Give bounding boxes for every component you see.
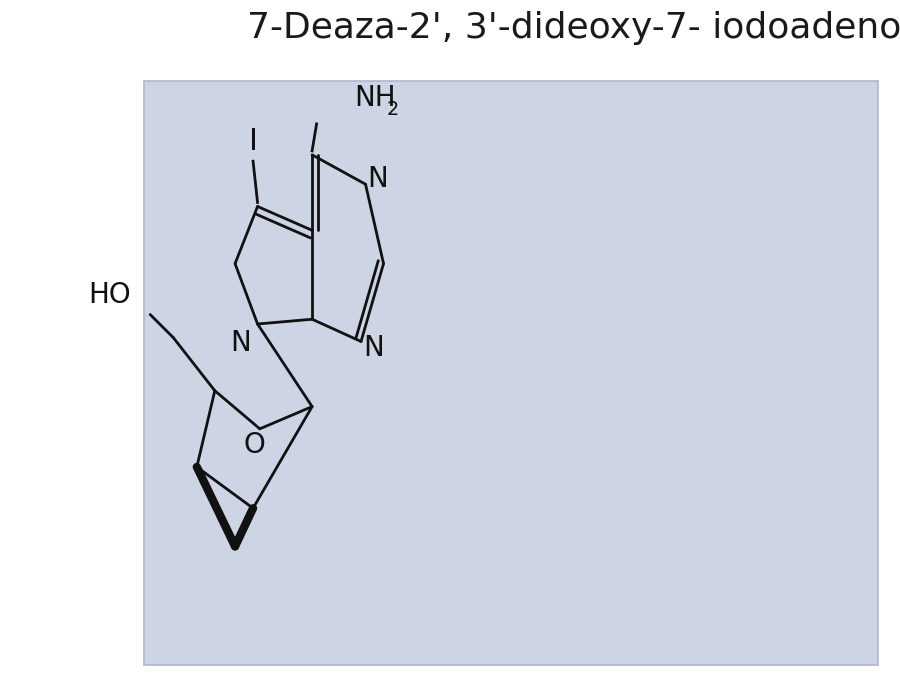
Text: N: N [364,334,384,362]
Text: NH: NH [355,84,396,113]
Text: 2: 2 [387,100,400,119]
Text: 7-Deaza-2', 3'-dideoxy-7- iodoadenosine: 7-Deaza-2', 3'-dideoxy-7- iodoadenosine [248,11,900,45]
Text: HO: HO [88,281,131,309]
Text: N: N [230,329,251,357]
Text: I: I [248,127,257,156]
Text: N: N [367,165,388,194]
Text: O: O [243,431,266,459]
